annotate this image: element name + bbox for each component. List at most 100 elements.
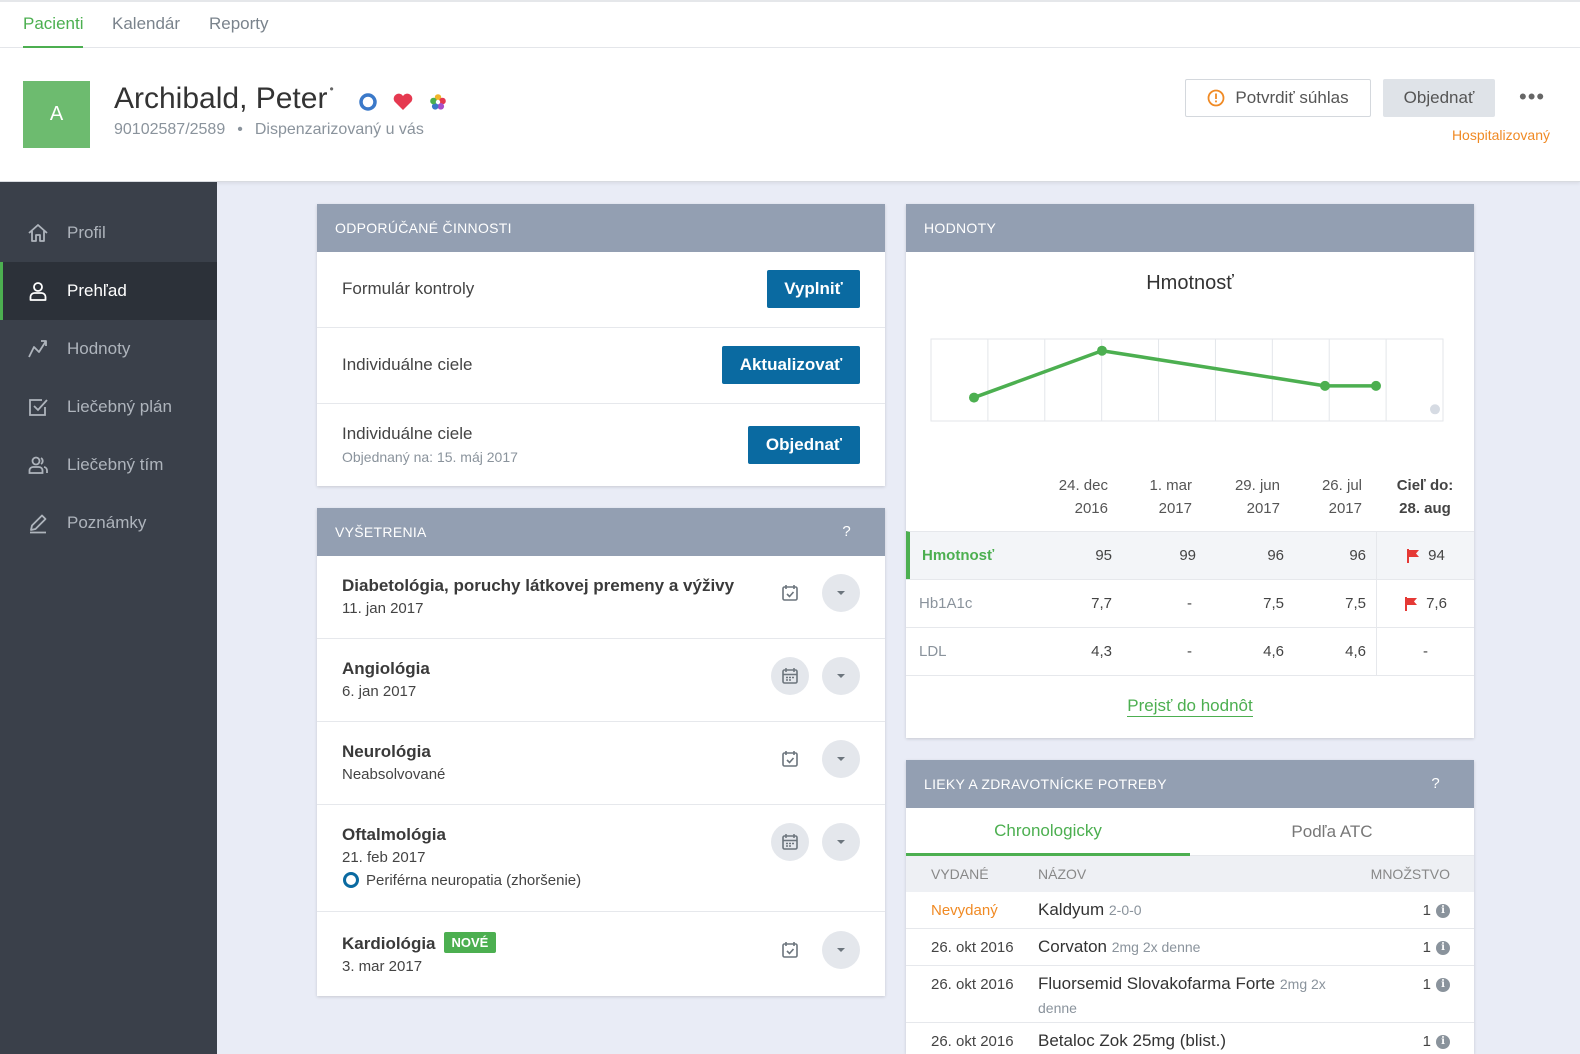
value-cell: - (1187, 643, 1192, 660)
list-item: Formulár kontroly Vyplniť (317, 252, 885, 328)
go-to-values-link-wrap: Prejsť do hodnôt (906, 696, 1474, 717)
confirm-consent-button[interactable]: Potvrdiť súhlas (1185, 79, 1371, 117)
heart-icon[interactable] (392, 92, 414, 112)
info-icon[interactable]: i (1436, 977, 1450, 992)
exam-date: 3. mar 2017 (342, 958, 423, 975)
list-item[interactable]: Diabetológia, poruchy látkovej premeny a… (317, 556, 885, 639)
info-icon[interactable]: i (1436, 940, 1450, 955)
list-item[interactable]: Kardiológia NOVÉ 3. mar 2017 (317, 912, 885, 995)
chevron-down-icon[interactable] (822, 574, 860, 612)
ring-icon[interactable] (358, 92, 378, 112)
person-icon (26, 279, 50, 303)
list-item[interactable]: Angiológia 6. jan 2017 (317, 639, 885, 722)
calendar-check-icon[interactable] (771, 574, 809, 612)
exam-date: 6. jan 2017 (342, 683, 417, 700)
chevron-down-icon[interactable] (822, 740, 860, 778)
date-header-year: 2017 (1246, 500, 1280, 517)
table-row[interactable]: 26. okt 2016 Fluorsemid Slovakofarma For… (906, 966, 1474, 1023)
tab-pacienti[interactable]: Pacienti (23, 14, 84, 49)
checkbox-icon (26, 395, 50, 419)
fill-button[interactable]: Vyplniť (767, 270, 860, 308)
sidebar-item-hodnoty[interactable]: Hodnoty (0, 320, 217, 378)
recommended-activities-card: ODPORÚČANÉ ČINNOSTI Formulár kontroly Vy… (317, 204, 885, 486)
table-row[interactable]: Hmotnosť 95 99 96 96 94 (906, 531, 1474, 579)
table-row[interactable]: Hb1A1c 7,7 - 7,5 7,5 7,6 (906, 579, 1474, 627)
flower-icon[interactable] (428, 92, 448, 112)
more-menu-icon[interactable]: ••• (1519, 84, 1546, 109)
sidebar-item-profil[interactable]: Profil (0, 204, 217, 262)
tab-by-atc[interactable]: Podľa ATC (1291, 822, 1373, 841)
card-header: VYŠETRENIA? (317, 508, 885, 556)
calendar-check-icon[interactable] (771, 931, 809, 969)
exam-title: Oftalmológia (342, 825, 446, 844)
card-title: VYŠETRENIA (335, 524, 427, 540)
card-header: LIEKY A ZDRAVOTNÍCKE POTREBY? (906, 760, 1474, 808)
calendar-icon[interactable] (771, 657, 809, 695)
tab-reporty[interactable]: Reporty (209, 14, 269, 33)
sidebar-item-prehlad[interactable]: Prehľad (0, 262, 217, 320)
tab-chronologically[interactable]: Chronologicky (906, 808, 1190, 856)
activity-title: Individuálne ciele (342, 424, 473, 443)
row-label: LDL (919, 643, 947, 660)
value-cell: 7,7 (1091, 595, 1112, 612)
calendar-check-icon[interactable] (771, 740, 809, 778)
new-badge: NOVÉ (443, 932, 497, 953)
goal-value: - (1423, 643, 1428, 660)
date-header-line: 29. jun (1234, 477, 1280, 494)
table-row[interactable]: 26. okt 2016 Betaloc Zok 25mg (blist.) 1… (906, 1023, 1474, 1054)
row-label: Hmotnosť (922, 547, 995, 564)
medication-tabs: Chronologicky Podľa ATC (906, 808, 1474, 856)
help-icon[interactable]: ? (842, 523, 851, 540)
data-point (1320, 380, 1330, 391)
date-header-line: 1. mar (1149, 477, 1192, 494)
date-header: 24. dec 2016 (1038, 474, 1108, 520)
go-to-values-link[interactable]: Prejsť do hodnôt (1127, 696, 1253, 717)
help-icon[interactable]: ? (1431, 775, 1440, 792)
data-point (969, 392, 979, 403)
list-item[interactable]: Oftalmológia 21. feb 2017 Periférna neur… (317, 805, 885, 912)
table-row[interactable]: LDL 4,3 - 4,6 4,6 - (906, 627, 1474, 675)
card-title: LIEKY A ZDRAVOTNÍCKE POTREBY (924, 776, 1167, 792)
exam-title: Angiológia (342, 659, 430, 678)
card-header: HODNOTY (906, 204, 1474, 252)
qty-value: 1 (1422, 976, 1431, 993)
patient-status: Dispenzarizovaný u vás (254, 121, 424, 138)
info-icon[interactable]: i (1436, 1034, 1450, 1049)
order-activity-button[interactable]: Objednať (748, 426, 860, 464)
chevron-down-icon[interactable] (822, 657, 860, 695)
patient-name: Archibald, Peter (114, 82, 328, 115)
sidebar-item-liecebny-tim[interactable]: Liečebný tím (0, 436, 217, 494)
goal-point (1430, 404, 1440, 415)
flag-icon (1407, 548, 1420, 563)
date-header-line: 26. jul (1321, 477, 1362, 494)
sidebar-item-label: Liečebný plán (67, 397, 172, 416)
chevron-down-icon[interactable] (822, 931, 860, 969)
tab-kalendar[interactable]: Kalendár (112, 14, 181, 33)
separator-dot: • (237, 121, 243, 138)
info-icon[interactable]: i (1436, 903, 1450, 918)
goal-cell: 94 (1376, 532, 1474, 579)
patient-subline: 90102587/2589 • Dispenzarizovaný u vás (114, 121, 424, 139)
data-point (1097, 345, 1107, 356)
update-button[interactable]: Aktualizovať (722, 346, 860, 384)
chevron-down-icon[interactable] (822, 823, 860, 861)
exam-title: Kardiológia (342, 934, 436, 953)
sidebar-item-label: Liečebný tím (67, 455, 164, 474)
team-icon (26, 453, 50, 477)
med-name: Betaloc Zok 25mg (blist.) (1038, 1031, 1227, 1050)
sidebar-item-liecebny-plan[interactable]: Liečebný plán (0, 378, 217, 436)
list-item[interactable]: Neurológia Neabsolvované (317, 722, 885, 805)
sidebar-item-label: Poznámky (67, 513, 147, 532)
order-button[interactable]: Objednať (1383, 79, 1495, 117)
card-title: HODNOTY (924, 220, 997, 236)
sidebar-item-label: Hodnoty (67, 339, 131, 358)
sidebar-item-poznamky[interactable]: Poznámky (0, 494, 217, 552)
sidebar-item-label: Prehľad (67, 281, 127, 300)
calendar-icon[interactable] (771, 823, 809, 861)
date-header: 1. mar 2017 (1128, 474, 1192, 520)
column-header: VYDANÉ (931, 866, 989, 882)
